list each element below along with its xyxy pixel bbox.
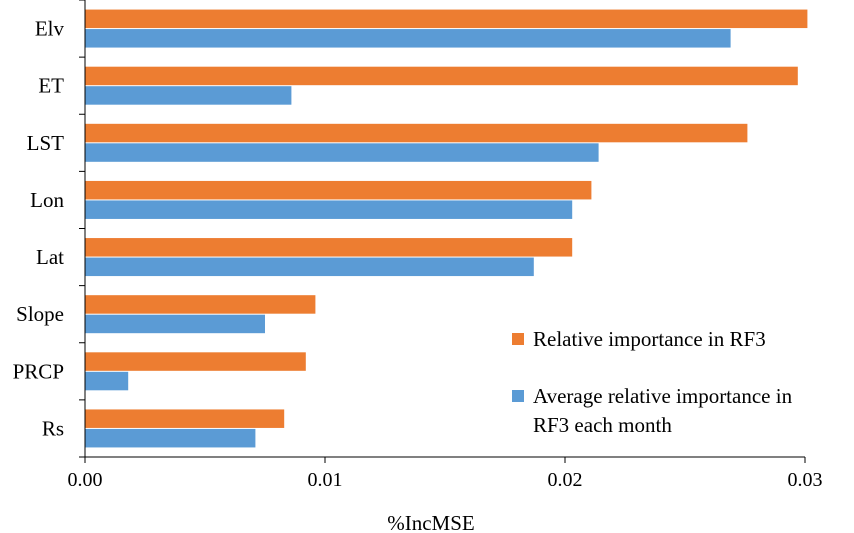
bar-rs-series-1 [85, 409, 285, 428]
legend-swatch-series-2 [512, 390, 524, 402]
legend-swatch-series-1 [512, 333, 524, 345]
category-label-rs: Rs [42, 416, 64, 440]
bar-elv-series-2 [85, 29, 731, 48]
category-label-et: ET [38, 74, 64, 98]
legend-label-series-2: RF3 each month [533, 413, 672, 437]
bar-lat-series-2 [85, 257, 534, 277]
bar-slope-series-2 [85, 314, 265, 334]
bar-et-series-1 [85, 66, 798, 86]
legend: Relative importance in RF3 Average relati… [512, 327, 793, 437]
category-label-lat: Lat [36, 245, 64, 269]
category-label-prcp: PRCP [13, 359, 64, 383]
x-tick-label: 0.01 [308, 469, 343, 491]
bar-lst-series-2 [85, 143, 599, 162]
category-label-lon: Lon [30, 188, 64, 212]
legend-label-series-2: Average relative importance in [533, 384, 793, 408]
bar-et-series-2 [85, 86, 292, 105]
axes-layer [79, 0, 806, 463]
bar-slope-series-1 [85, 295, 316, 314]
bar-lat-series-1 [85, 238, 573, 257]
labels-layer: Elv ET LST Lon Lat Slope PRCP Rs 0.00 0.01 0.02 0.0… [13, 17, 823, 491]
bar-lst-series-1 [85, 123, 748, 143]
category-label-elv: Elv [35, 17, 65, 41]
bar-prcp-series-2 [85, 371, 129, 391]
bar-elv-series-1 [85, 9, 808, 29]
x-tick-label: 0.00 [68, 469, 103, 491]
category-label-lst: LST [27, 131, 65, 155]
legend-label-series-1: Relative importance in RF3 [533, 327, 766, 351]
bar-lon-series-2 [85, 200, 573, 219]
category-label-slope: Slope [16, 302, 64, 326]
bar-prcp-series-1 [85, 352, 306, 371]
bar-lon-series-1 [85, 180, 592, 200]
x-tick-label: 0.02 [548, 469, 583, 491]
x-axis-title: %IncMSE [387, 511, 475, 533]
bars-layer [85, 9, 808, 448]
x-tick-label: 0.03 [788, 469, 823, 491]
bar-rs-series-2 [85, 428, 256, 448]
